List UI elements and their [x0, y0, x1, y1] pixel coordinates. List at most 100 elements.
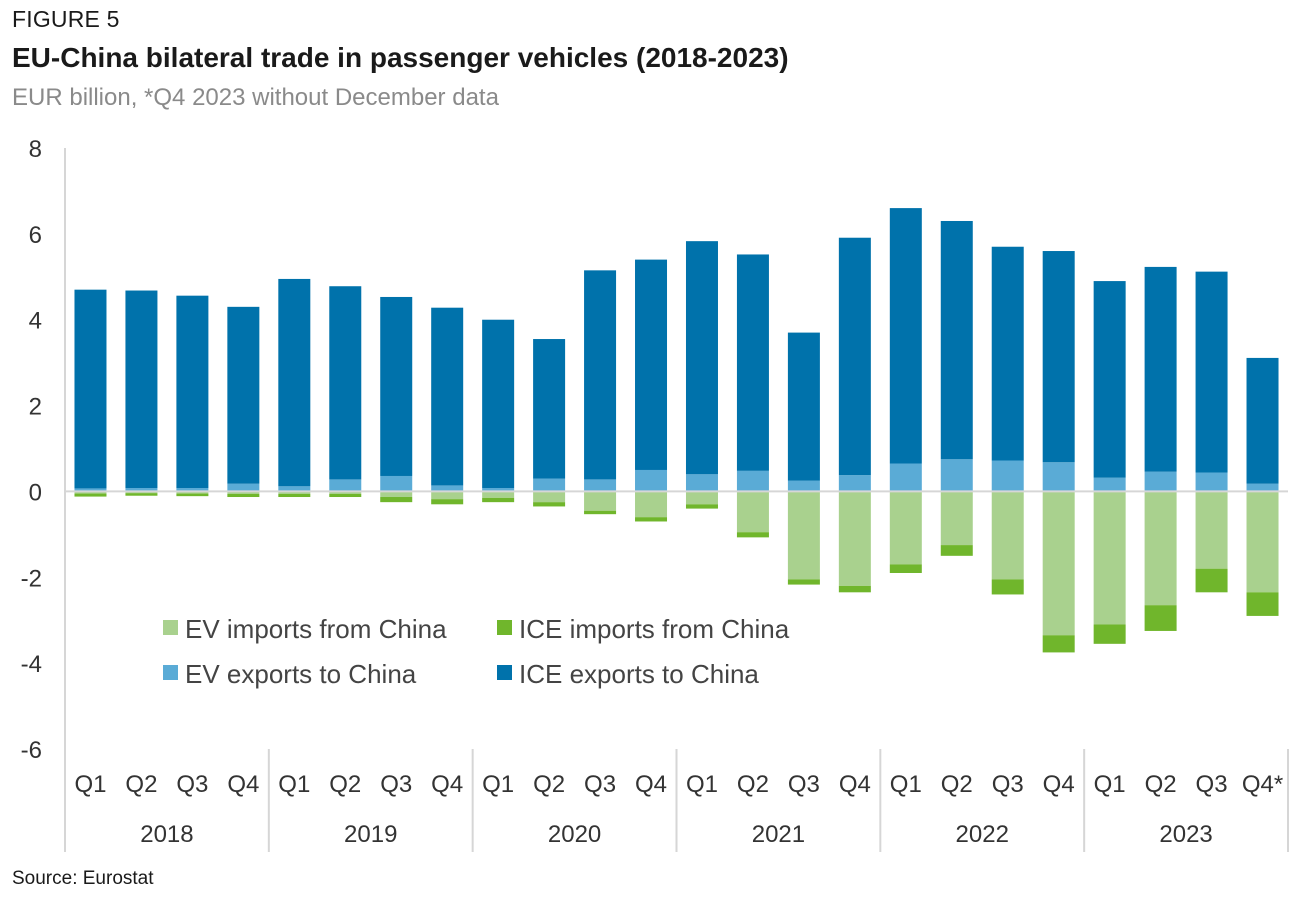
x-tick-label: Q2: [737, 771, 769, 798]
bar-segment: [380, 497, 412, 502]
x-tick-label: Q3: [176, 771, 208, 798]
x-tick-label: Q1: [482, 771, 514, 798]
bar-segment: [1094, 478, 1126, 492]
bar-segment: [329, 479, 361, 491]
bar-segment: [890, 464, 922, 492]
bar-segment: [737, 491, 769, 532]
year-group-label: 2020: [548, 821, 601, 848]
legend-swatch: [163, 665, 178, 680]
bar-segment: [992, 461, 1024, 492]
x-tick-label: Q3: [1196, 771, 1228, 798]
bar-segment: [839, 238, 871, 475]
bar-segment: [533, 339, 565, 479]
x-tick-label: Q2: [1145, 771, 1177, 798]
bar-segment: [941, 491, 973, 545]
bar-segment: [1196, 491, 1228, 568]
bar-segment: [380, 476, 412, 491]
y-tick-label: -4: [21, 651, 42, 678]
bar-segment: [431, 499, 463, 504]
bar-segment: [1145, 472, 1177, 492]
bar-segment: [278, 279, 310, 486]
bar-segment: [1043, 491, 1075, 635]
bar-segment: [686, 241, 718, 474]
bar-segment: [227, 307, 259, 484]
bar-segment: [1196, 272, 1228, 473]
bar-segment: [992, 247, 1024, 461]
bar-segment: [278, 494, 310, 497]
bar-segment: [1247, 484, 1279, 492]
y-tick-label: -2: [21, 565, 42, 592]
x-tick-label: Q1: [74, 771, 106, 798]
year-group-label: 2021: [752, 821, 805, 848]
bar-segment: [839, 491, 871, 585]
bar-segment: [1247, 491, 1279, 592]
bar-segment: [482, 498, 514, 502]
bar-segment: [1196, 569, 1228, 593]
x-tick-label: Q2: [125, 771, 157, 798]
bar-segment: [1145, 605, 1177, 631]
bar-segment: [737, 471, 769, 492]
bar-segment: [992, 579, 1024, 594]
year-group-label: 2019: [344, 821, 397, 848]
x-tick-label: Q3: [380, 771, 412, 798]
x-tick-label: Q4: [431, 771, 463, 798]
bar-segment: [788, 333, 820, 481]
bar-segment: [431, 308, 463, 486]
bar-segment: [584, 270, 616, 479]
bar-segment: [329, 286, 361, 479]
bar-segment: [788, 579, 820, 584]
bar-segment: [686, 474, 718, 491]
bar-segment: [482, 320, 514, 488]
bar-segment: [533, 479, 565, 492]
bar-segment: [431, 491, 463, 499]
bar-segment: [941, 545, 973, 556]
bar-segment: [176, 296, 208, 488]
x-tick-label: Q2: [941, 771, 973, 798]
x-tick-label: Q1: [686, 771, 718, 798]
bar-segment: [380, 297, 412, 476]
bar-segment: [686, 491, 718, 504]
bar-segment: [1094, 281, 1126, 478]
y-tick-label: -6: [21, 737, 42, 764]
bar-segment: [788, 481, 820, 492]
bar-segment: [227, 484, 259, 492]
bar-segment: [1043, 251, 1075, 462]
bar-segment: [584, 479, 616, 491]
bar-segment: [176, 494, 208, 497]
x-tick-label: Q1: [1094, 771, 1126, 798]
bar-segment: [1043, 462, 1075, 491]
y-tick-label: 8: [29, 136, 42, 163]
bar-segment: [890, 208, 922, 463]
y-tick-label: 4: [29, 308, 42, 335]
bar-segment: [1094, 625, 1126, 644]
legend-swatch: [497, 620, 512, 635]
bar-segment: [1094, 491, 1126, 624]
legend-label: EV exports to China: [185, 659, 417, 689]
x-tick-label: Q2: [329, 771, 361, 798]
bar-segment: [635, 260, 667, 470]
x-tick-label: Q3: [788, 771, 820, 798]
bar-segment: [788, 491, 820, 579]
legend-swatch: [163, 620, 178, 635]
legend-label: EV imports from China: [185, 614, 447, 644]
y-tick-label: 6: [29, 222, 42, 249]
bar-segment: [737, 532, 769, 537]
bar-segment: [890, 564, 922, 573]
bar-segment: [839, 586, 871, 592]
bar-segment: [941, 459, 973, 491]
bar-segment: [1247, 592, 1279, 616]
legend-swatch: [497, 665, 512, 680]
bar-segment: [890, 491, 922, 564]
x-tick-label: Q4: [635, 771, 667, 798]
bar-segment: [227, 494, 259, 497]
bar-segment: [584, 511, 616, 514]
x-tick-label: Q3: [584, 771, 616, 798]
y-tick-label: 0: [29, 479, 42, 506]
year-group-label: 2022: [956, 821, 1009, 848]
x-tick-label: Q4: [839, 771, 871, 798]
bar-segment: [686, 504, 718, 508]
stacked-bar-chart: -6-4-202468Q1 Q2 Q3 Q4 Q1 Q2 Q3 Q4 Q1 Q2 Q3 Q4 Q1 Q2 Q…: [0, 0, 1315, 900]
bar-segment: [635, 470, 667, 491]
legend-label: ICE imports from China: [519, 614, 790, 644]
bar-segment: [74, 290, 106, 489]
